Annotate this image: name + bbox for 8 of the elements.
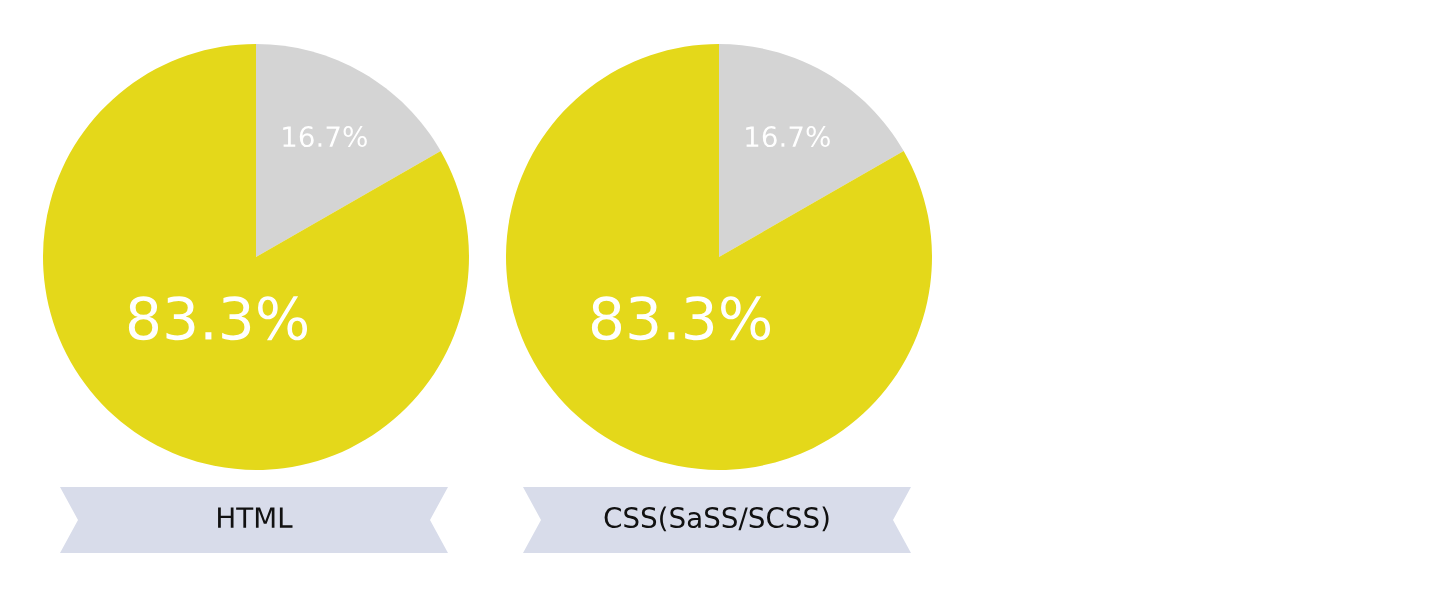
pie-slice — [256, 44, 441, 257]
pie-slice — [506, 44, 932, 470]
data-label: 83.3% — [128, 296, 308, 341]
pie-slice — [719, 44, 904, 257]
text: CSS(SaSS/SCSS) — [604, 506, 829, 532]
data-label: 83.3% — [591, 296, 771, 341]
pie-slice — [43, 44, 469, 470]
text: HTML — [218, 507, 293, 528]
